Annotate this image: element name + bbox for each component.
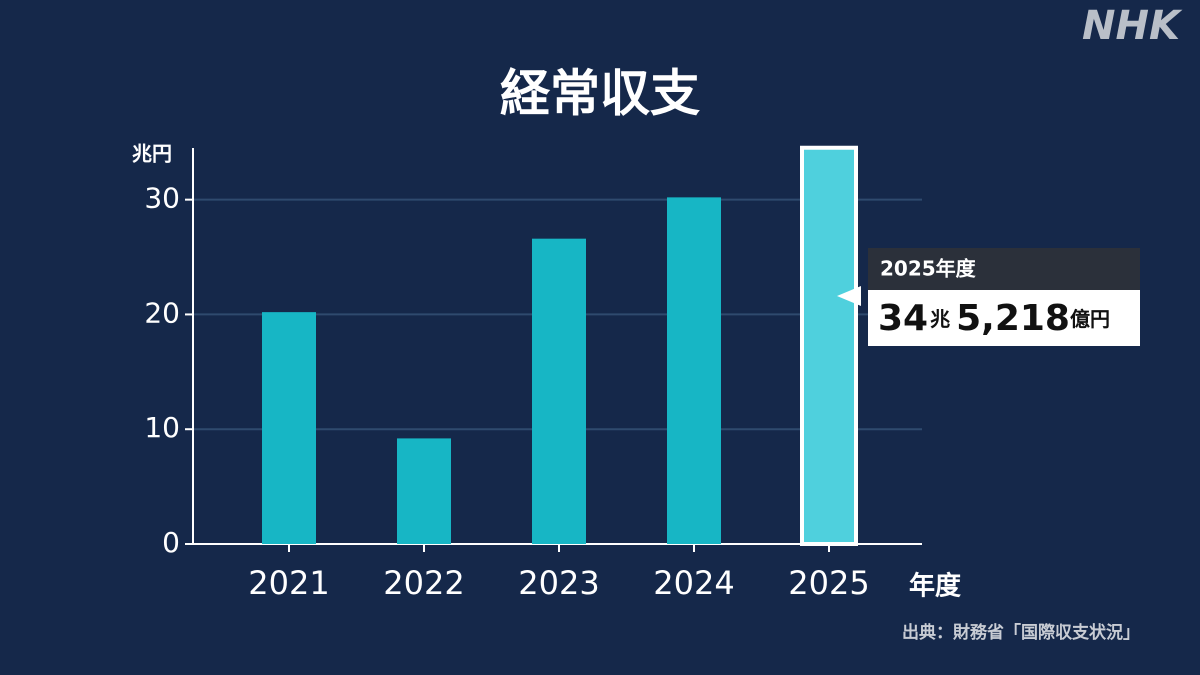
y-tick-label: 0: [162, 526, 180, 559]
bar: [667, 197, 721, 545]
bar: [397, 438, 451, 544]
bar: [532, 238, 586, 544]
y-axis-label: 兆円: [132, 142, 172, 166]
callout-title: 2025年度: [880, 257, 977, 281]
callout-pointer: [837, 286, 861, 306]
chart-title: 経常収支: [500, 65, 700, 123]
source-note: 出典：財務省「国際収支状況」: [902, 622, 1140, 643]
y-tick-label: 20: [144, 296, 180, 329]
y-tick-label: 30: [144, 182, 180, 215]
x-tick-label: 2022: [383, 564, 464, 602]
y-tick-label: 10: [144, 411, 180, 444]
bar: [800, 145, 858, 546]
callout-header: [868, 248, 1140, 290]
logo: NHK: [1082, 3, 1183, 49]
x-tick-label: 2025: [788, 564, 869, 602]
bar: [262, 312, 316, 544]
x-tick-label: 2023: [518, 564, 599, 602]
value-label: 34 兆 5,218億円: [878, 298, 1110, 339]
x-axis-label: 年度: [909, 571, 961, 602]
callout-body: [868, 290, 1140, 346]
x-tick-label: 2021: [248, 564, 329, 602]
x-tick-label: 2024: [653, 564, 734, 602]
